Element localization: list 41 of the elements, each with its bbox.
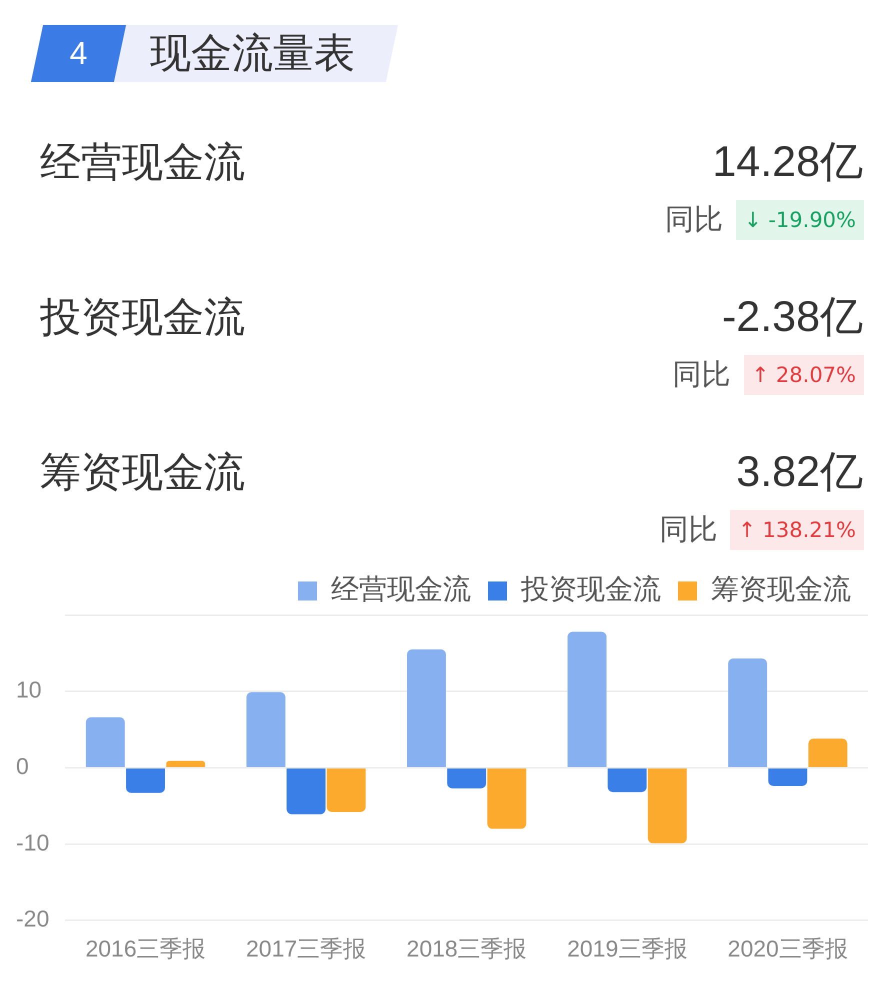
y-tick-label: -10 (16, 829, 50, 856)
text: 经营现金流 (40, 138, 245, 186)
text: 14.28亿 (712, 137, 863, 188)
text: -2.38亿 (722, 292, 863, 343)
bar (487, 768, 526, 829)
bar (728, 658, 768, 767)
bar (126, 768, 165, 793)
bar (768, 768, 808, 786)
text: 同比 (672, 358, 731, 393)
legend-label: 经营现金流 (331, 574, 471, 605)
x-tick-label: 2019三季报 (567, 936, 688, 962)
text: 4 (70, 35, 88, 72)
bar (326, 768, 366, 812)
bar (246, 692, 286, 767)
legend-label: 投资现金流 (520, 574, 661, 605)
text: 3.82亿 (736, 447, 863, 498)
x-tick-label: 2017三季报 (246, 936, 366, 962)
text: 投资现金流 (40, 292, 245, 342)
text: ↑ 138.21% (738, 518, 856, 542)
bar (608, 768, 647, 792)
text: 同比 (659, 513, 718, 548)
text: ↑ 28.07% (752, 363, 856, 387)
bar (447, 768, 486, 788)
bar (286, 768, 326, 814)
legend-label: 筹资现金流 (711, 574, 851, 605)
y-tick-label: -20 (16, 906, 50, 932)
x-tick-label: 2020三季报 (728, 936, 848, 962)
x-tick-label: 2018三季报 (406, 936, 527, 962)
bar (166, 760, 206, 767)
y-tick-label: 0 (16, 753, 29, 780)
bar (407, 649, 446, 767)
text: 现金流量表 (150, 29, 355, 78)
bar (808, 738, 848, 767)
bar (86, 717, 125, 767)
x-tick-label: 2016三季报 (85, 936, 206, 962)
text: 同比 (665, 203, 724, 238)
y-tick-label: 10 (16, 676, 42, 703)
text: 筹资现金流 (40, 448, 245, 496)
bar (568, 632, 606, 767)
text: ↓ -19.90% (744, 208, 856, 232)
bar (648, 768, 687, 844)
